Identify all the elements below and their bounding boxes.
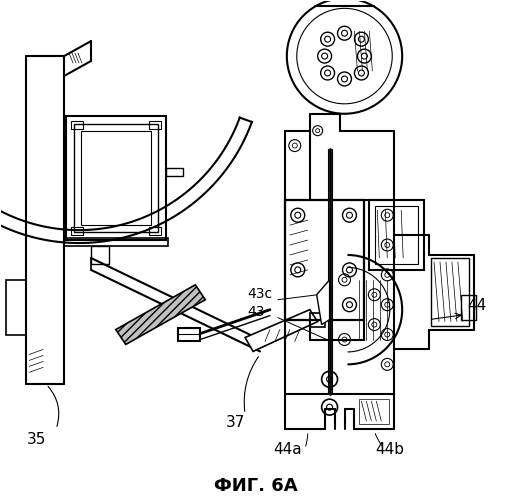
- Bar: [149, 227, 161, 235]
- Bar: [64, 238, 168, 246]
- Bar: [166, 168, 184, 176]
- Bar: [149, 120, 161, 128]
- Bar: [66, 116, 166, 240]
- Text: 44b: 44b: [375, 442, 404, 457]
- Polygon shape: [245, 310, 318, 352]
- Text: 43: 43: [247, 304, 265, 318]
- Bar: [376, 206, 418, 264]
- Bar: [179, 328, 200, 342]
- Bar: [461, 294, 476, 320]
- Bar: [71, 227, 83, 235]
- Text: 43c: 43c: [247, 286, 272, 300]
- Text: 44: 44: [467, 298, 486, 312]
- Bar: [285, 200, 364, 320]
- Text: 37: 37: [225, 415, 245, 430]
- Bar: [310, 312, 325, 326]
- Bar: [369, 200, 424, 270]
- Bar: [285, 200, 364, 320]
- Bar: [74, 124, 157, 232]
- Bar: [71, 120, 83, 128]
- Bar: [360, 399, 389, 424]
- Polygon shape: [116, 285, 205, 344]
- Bar: [81, 130, 151, 225]
- Polygon shape: [317, 280, 329, 324]
- Text: 44a: 44a: [273, 442, 302, 457]
- Bar: [91, 246, 109, 264]
- Bar: [6, 280, 26, 334]
- Text: ФИГ. 6А: ФИГ. 6А: [214, 476, 298, 494]
- Text: 35: 35: [27, 432, 46, 447]
- Bar: [431, 258, 469, 326]
